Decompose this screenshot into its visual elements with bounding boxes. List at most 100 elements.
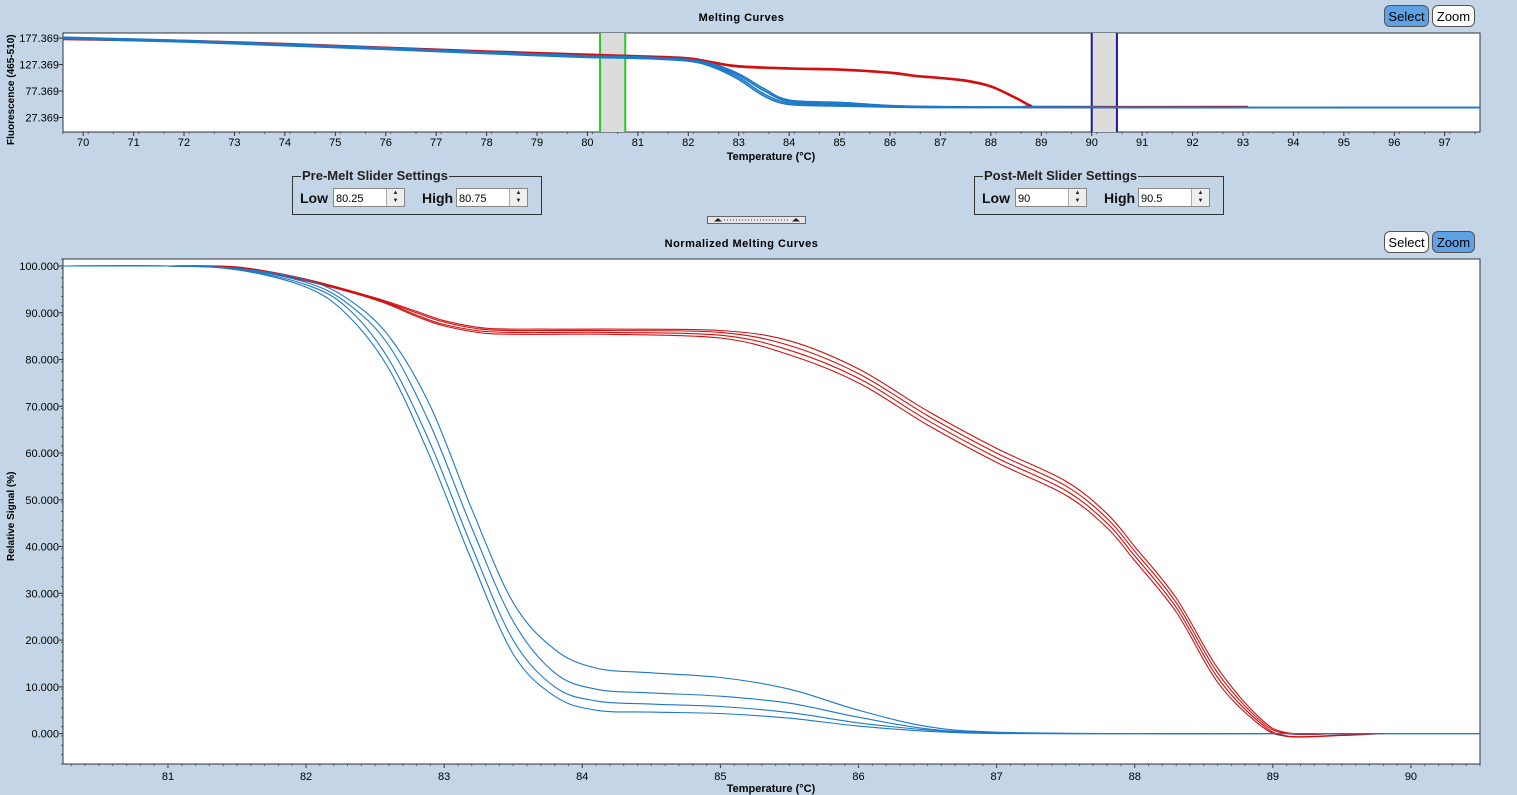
bottom-select-button[interactable]: Select (1384, 231, 1429, 253)
post-melt-high-input[interactable] (1139, 189, 1195, 208)
spinner-arrows[interactable]: ▲ ▼ (509, 189, 527, 206)
x-tick-label: 89 (1035, 137, 1047, 149)
x-tick-label: 94 (1287, 137, 1299, 149)
x-tick-label: 82 (682, 137, 694, 149)
x-tick-label: 92 (1186, 137, 1198, 149)
top-plot-area (62, 32, 1481, 133)
up-arrow-icon[interactable]: ▲ (515, 190, 522, 196)
series-line (167, 265, 1384, 738)
series-line (62, 265, 1480, 735)
melting-curves-title: Melting Curves (698, 12, 785, 24)
up-arrow-icon[interactable]: ▲ (1074, 190, 1081, 196)
x-tick-label: 83 (733, 137, 745, 149)
x-tick-label: 76 (380, 137, 392, 149)
x-tick-label: 83 (438, 771, 450, 783)
x-tick-label: 81 (162, 771, 174, 783)
down-arrow-icon[interactable]: ▼ (392, 198, 399, 204)
x-tick-label: 81 (632, 137, 644, 149)
y-tick-label: 40.000 (25, 542, 59, 554)
x-tick-label: 90 (1086, 137, 1098, 149)
x-tick-label: 88 (985, 137, 997, 149)
bottom-y-axis-label: Relative Signal (%) (6, 472, 17, 561)
series-line (167, 265, 1384, 738)
post-melt-region (1091, 33, 1117, 132)
y-tick-label: 90.000 (25, 308, 59, 320)
down-arrow-icon[interactable]: ▼ (515, 198, 522, 204)
down-arrow-icon[interactable]: ▼ (1074, 198, 1081, 204)
x-tick-label: 84 (783, 137, 795, 149)
y-tick-label: 70.000 (25, 401, 59, 413)
y-tick-label: 20.000 (25, 635, 59, 647)
x-tick-label: 88 (1129, 771, 1141, 783)
pre-melt-high-label: High (422, 190, 454, 206)
x-tick-label: 90 (1405, 771, 1417, 783)
x-tick-label: 82 (300, 771, 312, 783)
x-tick-label: 95 (1338, 137, 1350, 149)
x-tick-label: 93 (1237, 137, 1249, 149)
x-tick-label: 74 (279, 137, 291, 149)
up-arrow-icon[interactable]: ▲ (392, 190, 399, 196)
series-line (167, 265, 1384, 735)
bottom-plot-area (62, 258, 1481, 765)
series-line (167, 265, 1384, 736)
splitter-grip-icon (714, 218, 800, 222)
y-tick-label: 27.369 (25, 113, 59, 125)
x-tick-label: 85 (833, 137, 845, 149)
x-tick-label: 97 (1439, 137, 1451, 149)
pre-melt-legend: Pre-Melt Slider Settings (301, 168, 449, 184)
pre-melt-high-spinner[interactable]: ▲ ▼ (456, 188, 528, 208)
spinner-arrows[interactable]: ▲ ▼ (1191, 189, 1209, 206)
y-tick-label: 50.000 (25, 495, 59, 507)
down-arrow-icon[interactable]: ▼ (1197, 198, 1204, 204)
up-arrow-icon[interactable]: ▲ (1197, 190, 1204, 196)
x-tick-label: 85 (714, 771, 726, 783)
panel-splitter[interactable] (707, 216, 806, 224)
x-tick-label: 86 (884, 137, 896, 149)
post-melt-low-spinner[interactable]: ▲ ▼ (1015, 188, 1087, 208)
x-tick-label: 71 (127, 137, 139, 149)
bottom-zoom-button[interactable]: Zoom (1432, 231, 1475, 253)
post-melt-high-spinner[interactable]: ▲ ▼ (1138, 188, 1210, 208)
pre-melt-low-input[interactable] (334, 189, 390, 208)
x-tick-label: 87 (990, 771, 1002, 783)
spinner-arrows[interactable]: ▲ ▼ (1068, 189, 1086, 206)
melting-curves-chart[interactable]: 70 71 72 73 74 75 76 77 78 79 80 81 82 83 84 85 86 87 88 89… (0, 0, 1517, 170)
y-tick-label: 177.369 (19, 33, 59, 45)
y-tick-label: 30.000 (25, 588, 59, 600)
top-x-axis-label: Temperature (°C) (727, 151, 816, 163)
y-tick-label: 80.000 (25, 355, 59, 367)
post-melt-low-label: Low (982, 190, 1010, 206)
x-tick-label: 77 (430, 137, 442, 149)
y-tick-label: 10.000 (25, 682, 59, 694)
x-tick-label: 86 (852, 771, 864, 783)
top-select-button[interactable]: Select (1384, 5, 1429, 27)
x-tick-label: 80 (581, 137, 593, 149)
pre-melt-low-spinner[interactable]: ▲ ▼ (333, 188, 405, 208)
x-tick-label: 75 (329, 137, 341, 149)
post-melt-legend: Post-Melt Slider Settings (983, 168, 1139, 184)
x-tick-label: 73 (228, 137, 240, 149)
post-melt-low-input[interactable] (1016, 189, 1072, 208)
spinner-arrows[interactable]: ▲ ▼ (386, 189, 404, 206)
pre-melt-low-label: Low (300, 190, 328, 206)
pre-melt-high-input[interactable] (457, 189, 513, 208)
top-zoom-button[interactable]: Zoom (1432, 5, 1475, 27)
x-tick-label: 72 (178, 137, 190, 149)
y-tick-label: 77.369 (25, 86, 59, 98)
x-tick-label: 89 (1267, 771, 1279, 783)
bottom-x-axis-label: Temperature (°C) (727, 783, 816, 795)
y-tick-label: 127.369 (19, 60, 59, 72)
post-melt-high-label: High (1104, 190, 1136, 206)
x-tick-label: 79 (531, 137, 543, 149)
x-tick-label: 78 (480, 137, 492, 149)
post-melt-settings: Post-Melt Slider Settings Low ▲ ▼ High ▲… (974, 168, 1224, 215)
normalized-melting-curves-title: Normalized Melting Curves (664, 238, 819, 250)
series-line (62, 36, 1480, 109)
x-tick-label: 91 (1136, 137, 1148, 149)
x-tick-label: 87 (934, 137, 946, 149)
x-tick-label: 96 (1388, 137, 1400, 149)
x-tick-label: 70 (77, 137, 89, 149)
y-tick-label: 100.000 (19, 261, 59, 273)
x-tick-label: 84 (576, 771, 588, 783)
